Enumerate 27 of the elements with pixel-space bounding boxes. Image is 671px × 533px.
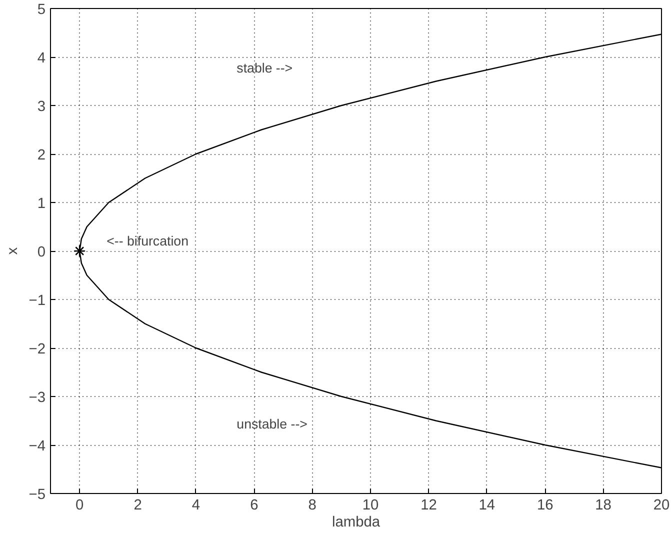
y-tick-label: −2 (28, 342, 46, 358)
y-tick-label: 0 (37, 244, 46, 260)
x-axis-title: lambda (332, 514, 381, 530)
x-tick-label: 16 (536, 498, 554, 514)
y-tick-label: −4 (28, 438, 46, 454)
y-tick-label: −1 (28, 293, 46, 309)
x-tick-label: 18 (595, 498, 612, 514)
annotation: <-- bifurcation (106, 234, 189, 249)
x-tick-label: 6 (250, 498, 258, 514)
y-tick-label: 4 (37, 50, 46, 66)
x-tick-label: 14 (478, 498, 496, 514)
y-tick-label: 2 (37, 148, 46, 164)
x-tick-label: 0 (76, 498, 84, 514)
y-tick-label: 1 (37, 196, 46, 212)
x-tick-label: 4 (192, 498, 200, 514)
x-tick-label: 2 (134, 498, 142, 514)
x-tick-label: 8 (308, 498, 316, 514)
annotation: unstable --> (236, 416, 308, 432)
y-tick-label: −5 (28, 487, 46, 503)
x-tick-label: 10 (362, 498, 379, 514)
y-tick-label: 3 (37, 99, 46, 115)
x-tick-label: 12 (420, 498, 437, 514)
y-axis-title: x (4, 246, 21, 255)
x-tick-label: 20 (653, 498, 670, 514)
y-tick-label: −3 (28, 390, 46, 406)
y-tick-label: 5 (37, 2, 46, 18)
annotation: stable --> (236, 60, 293, 76)
